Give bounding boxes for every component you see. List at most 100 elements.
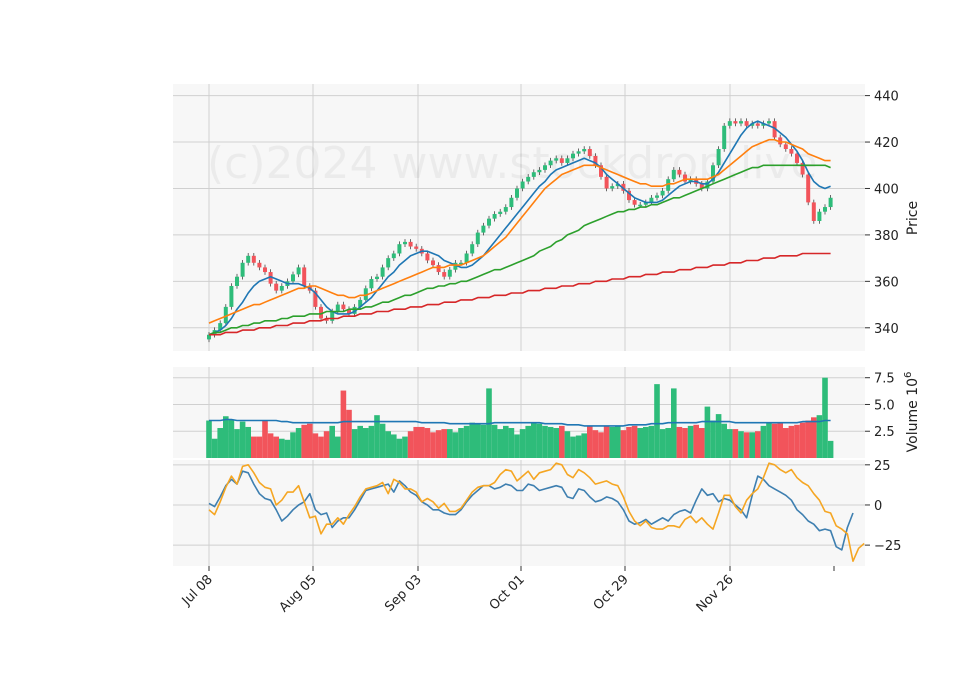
volume-bar-up (648, 425, 655, 458)
volume-bar-up (760, 425, 767, 458)
volume-bar-up (575, 435, 582, 458)
candle-up (464, 253, 469, 263)
volume-bar-up (659, 429, 666, 458)
price-axis-label: Price (905, 201, 921, 235)
candle-up (655, 195, 659, 198)
candle-up (330, 311, 335, 321)
ma-long-line (208, 164, 831, 336)
volume-bar-up (827, 440, 834, 458)
candle-up (537, 169, 542, 173)
candle-down (319, 306, 323, 319)
candle-up (638, 204, 643, 207)
volume-bar-up (531, 422, 537, 458)
volume-bar-up (570, 436, 576, 458)
candle-down (683, 174, 687, 182)
ma-200-line (209, 252, 831, 336)
candle-up (727, 121, 732, 126)
candle-up (520, 181, 525, 189)
volume-bar-up (217, 428, 223, 458)
volume-bar-down (251, 436, 257, 458)
candle-up (218, 323, 223, 331)
volume-bar-up (822, 377, 828, 458)
volume-bar-down (419, 426, 425, 458)
candle-up (487, 218, 491, 226)
volume-bar-up (525, 425, 531, 458)
candle-up (296, 267, 301, 275)
volume-bar-down (788, 425, 795, 458)
volume-bar-up (704, 406, 711, 458)
volume-bar-down (783, 428, 789, 458)
candle-down (263, 267, 267, 273)
volume-bar-up (295, 428, 302, 458)
price-tick-label: 360 (874, 275, 899, 290)
volume-bar-up (279, 438, 285, 458)
candle-up (369, 279, 374, 289)
volume-y-ticks: 2.5 5.0 7.5 (865, 372, 895, 440)
candle-up (503, 207, 508, 212)
candle-up (823, 207, 827, 212)
ma-short-line (208, 120, 831, 336)
volume-bar-down (312, 433, 319, 458)
candle-up (515, 188, 519, 198)
volume-bar-down (598, 432, 604, 458)
candle-up (716, 149, 721, 166)
volume-bar-up (508, 428, 515, 458)
volume-bar-down (631, 425, 638, 458)
volume-bar-up (385, 431, 391, 458)
volume-bar-up (715, 414, 722, 458)
candle-up (358, 299, 363, 307)
candle-down (755, 123, 760, 126)
candle-up (526, 176, 531, 182)
volume-bar-up (564, 431, 571, 458)
price-tick-label: 340 (874, 322, 899, 337)
volume-bar-up (687, 425, 694, 458)
candle-up (565, 158, 570, 163)
x-tick-label: Sep 03 (382, 572, 425, 615)
candle-up (352, 306, 357, 314)
volume-bar-down (273, 436, 279, 458)
volume-bar-up (396, 438, 403, 458)
candle-up (475, 232, 480, 245)
oscillator-y-ticks: −25 0 25 (865, 459, 901, 554)
volume-bar-up (654, 384, 660, 458)
x-tick-label: Jul 08 (179, 572, 216, 609)
volume-bar-up (536, 423, 543, 458)
candle-up (391, 253, 396, 259)
candle-up (481, 225, 486, 233)
volume-bar-down (743, 432, 750, 458)
volume-axis-label: Volume 106 (903, 372, 921, 453)
volume-bar-up (581, 433, 587, 458)
volume-bar-up (290, 432, 296, 458)
volume-bar-down (587, 425, 593, 458)
volume-bar-up (463, 425, 470, 458)
volume-bar-down (413, 426, 419, 458)
candle-down (302, 267, 307, 286)
oscillator-panel: −25 0 25 (173, 459, 901, 566)
volume-bar-up (223, 416, 229, 458)
volume-bar-up (475, 423, 481, 458)
candle-up (459, 262, 463, 265)
volume-bar-up (206, 420, 212, 458)
candle-up (223, 306, 228, 324)
volume-bar-up (245, 426, 251, 458)
candle-up (235, 276, 239, 286)
oscillator-slow-line (208, 462, 865, 563)
candle-down (604, 176, 609, 189)
candle-up (335, 304, 340, 312)
candle-down (257, 262, 262, 268)
candle-up (386, 258, 391, 268)
candle-down (313, 290, 318, 307)
volume-bars (206, 377, 834, 458)
volume-bar-up (368, 425, 375, 458)
watermark: (c)2024 www.stockdrop.live (207, 138, 818, 189)
volume-bar-up (547, 426, 554, 458)
candle-up (615, 183, 620, 187)
candle-down (627, 190, 631, 201)
volume-bar-down (777, 422, 783, 458)
candle-up (582, 149, 587, 152)
volume-bar-down (799, 422, 806, 458)
candle-down (621, 183, 626, 191)
candle-up (229, 285, 234, 307)
volume-bar-up (351, 429, 358, 458)
